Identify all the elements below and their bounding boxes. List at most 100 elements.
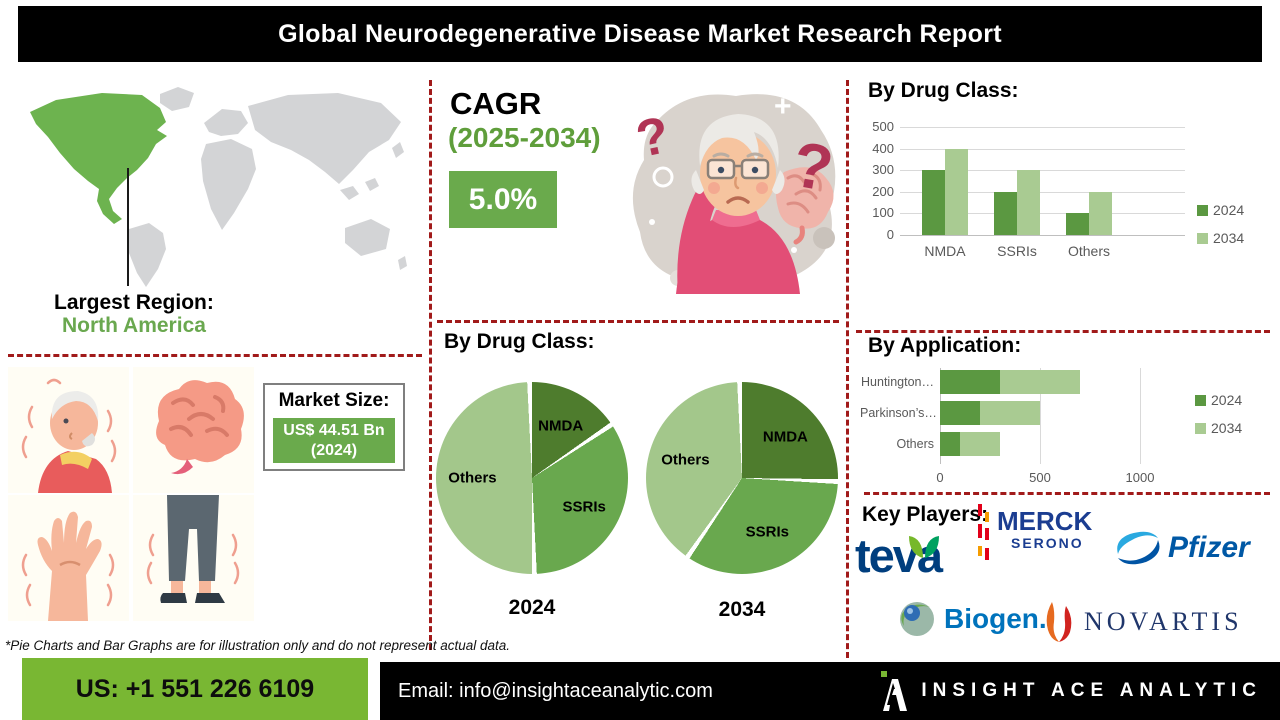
insight-ace-logo-icon [881, 671, 908, 711]
drug-class-bar-plot: 0 100 200 300 400 500 NMDA SSRIs Others [872, 119, 1185, 259]
bar-chart-title: By Drug Class: [868, 79, 1019, 102]
bar-SSRIs-2024 [994, 191, 1017, 235]
application-chart-title: By Application: [868, 334, 1022, 357]
legend-item: 2024 [1195, 392, 1242, 408]
gridline [1040, 368, 1041, 464]
x-tick-label: 0 [936, 470, 944, 485]
tremor-head-illustration [8, 367, 129, 493]
serono-wordmark: SERONO [1011, 535, 1084, 551]
pie-slice-label: Others [448, 469, 497, 487]
bar-Others-2034 [1089, 191, 1112, 235]
bar-Parkinson’s…-2034 [980, 401, 1040, 425]
cagr-value: 5.0% [468, 182, 538, 216]
y-tick-label: 400 [872, 140, 894, 156]
bar-Parkinson’s…-2024 [940, 401, 980, 425]
legend-item: 2034 [1197, 230, 1244, 246]
footer-bar [380, 662, 1280, 720]
legend-swatch [1195, 394, 1206, 406]
pie-slice-label: Others [661, 451, 710, 469]
teva-leaf-icon [909, 536, 939, 558]
y-tick-label: 200 [872, 183, 894, 199]
bar-Others-2034 [960, 432, 1000, 456]
gridline [900, 213, 1185, 215]
y-tick-label: 0 [886, 227, 894, 242]
legend-label: 2024 [1213, 202, 1245, 218]
pie-section-title: By Drug Class: [444, 330, 595, 353]
footer-brand: INSIGHT ACE ANALYTIC [879, 662, 1262, 720]
market-size-label: Market Size: [278, 390, 390, 411]
market-size-value: US$ 44.51 Bn [283, 421, 385, 439]
legend-label: 2034 [1213, 230, 1245, 246]
world-map-svg [30, 87, 407, 287]
legend-item: 2024 [1197, 202, 1244, 218]
brain-illustration [133, 367, 254, 493]
biogen-globe-icon [900, 602, 934, 636]
divider-bar-bottom [856, 330, 1270, 333]
divider-cagr-bottom [437, 320, 839, 323]
gridline [1140, 368, 1141, 464]
legend-swatch [1197, 232, 1208, 244]
gridline [900, 127, 1185, 128]
x-tick-label: 1000 [1125, 470, 1155, 485]
gridline [900, 235, 1185, 236]
svg-text:+: + [774, 90, 792, 123]
footnote: *Pie Charts and Bar Graphs are for illus… [5, 638, 511, 653]
key-players-label: Key Players: [862, 503, 989, 526]
market-size-box: Market Size: US$ 44.51 Bn (2024) [263, 383, 405, 471]
y-tick-label: 300 [872, 162, 894, 178]
y-tick-label: 500 [872, 119, 894, 134]
elderly-woman-illustration: ? ? + [616, 82, 846, 350]
footer-phone-box: US: +1 551 226 6109 [22, 658, 368, 720]
largest-region-label: Largest Region: [54, 291, 214, 314]
bar-SSRIs-2034 [1017, 170, 1040, 235]
gridline [900, 148, 1185, 150]
gridline [900, 170, 1185, 172]
bar-Huntington…-2024 [940, 370, 1000, 394]
x-tick-label: 500 [1029, 470, 1051, 485]
novartis-wordmark: NOVARTIS [1084, 607, 1243, 636]
gridline [900, 191, 1185, 193]
y-tick-label: 100 [872, 205, 894, 221]
pie-slice-label: NMDA [762, 428, 808, 446]
page-title: Global Neurodegenerative Disease Market … [278, 19, 1002, 48]
divider-region-bottom [8, 354, 422, 357]
application-chart-legend: 2024 2034 [1195, 392, 1242, 436]
bar-NMDA-2034 [945, 148, 968, 235]
pfizer-wordmark: Pfizer [1168, 531, 1250, 564]
tremor-hand-illustration [8, 495, 129, 621]
merck-serono-logo: MERCK SERONO [975, 504, 1092, 560]
legend-item: 2034 [1195, 420, 1242, 436]
bar-NMDA-2024 [922, 170, 945, 235]
cagr-label: CAGR [450, 86, 542, 121]
application-bar-plot: 0 500 1000 Huntington… Parkinson’s… Others [860, 368, 1170, 485]
pie-year-2034: 2034 [718, 598, 766, 621]
title-banner: Global Neurodegenerative Disease Market … [18, 6, 1262, 62]
tremor-hand-svg [21, 511, 115, 621]
brain-svg [156, 380, 244, 475]
legend-swatch [1197, 204, 1208, 216]
x-category-label: NMDA [924, 243, 966, 259]
pfizer-logo: Pfizer [1112, 528, 1250, 568]
bar-Huntington…-2034 [1000, 370, 1080, 394]
legend-label: 2024 [1211, 392, 1243, 408]
legend-swatch [1195, 422, 1206, 434]
divider-left [429, 80, 432, 650]
world-map [10, 78, 425, 288]
market-size-year: (2024) [310, 441, 358, 459]
divider-app-bottom [864, 492, 1270, 495]
biogen-wordmark: Biogen. [944, 603, 1047, 634]
pie-slice-label: SSRIs [562, 498, 606, 516]
pie-slice-label: SSRIs [745, 523, 790, 541]
novartis-logo: NOVARTIS [1042, 600, 1243, 644]
y-category-label: Others [896, 437, 934, 451]
x-category-label: Others [1067, 243, 1110, 259]
pie-slice-label: NMDA [538, 417, 584, 435]
footer-brand-name: INSIGHT ACE ANALYTIC [921, 680, 1262, 701]
pie-year-2024: 2024 [508, 596, 556, 619]
pie-chart-2024: NMDA SSRIs Others [436, 382, 628, 574]
pie-chart-2034: NMDA SSRIs Others [646, 382, 838, 574]
divider-right [846, 80, 849, 658]
pfizer-swirl-icon [1117, 531, 1160, 565]
tremor-legs-illustration [133, 495, 254, 621]
